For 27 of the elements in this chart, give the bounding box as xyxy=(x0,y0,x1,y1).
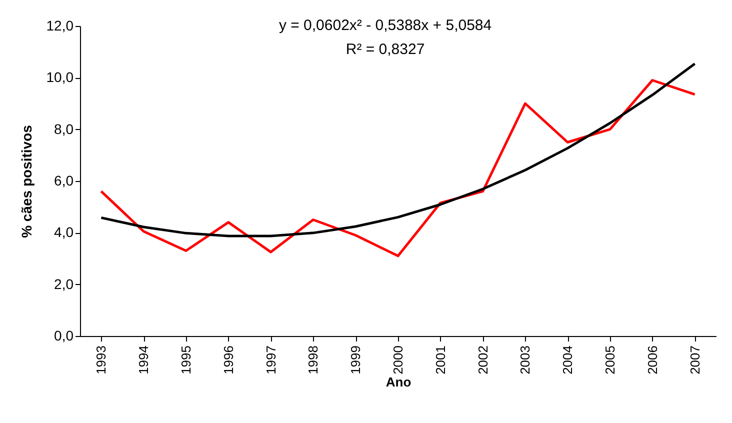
x-tick-label: 2007 xyxy=(687,346,702,374)
x-tick-label: 1995 xyxy=(178,346,194,374)
x-tick-label: 1993 xyxy=(94,346,109,374)
x-tick-label: 2005 xyxy=(602,346,618,374)
y-tick-label: 2,0 xyxy=(54,276,74,292)
y-tick-label: 8,0 xyxy=(54,120,74,137)
x-tick-label: 2006 xyxy=(644,346,660,374)
x-tick-label: 2004 xyxy=(560,346,576,374)
x-tick-label: 2003 xyxy=(518,346,533,374)
line-series xyxy=(100,62,696,238)
y-axis-title: % cães positivos xyxy=(18,124,34,238)
x-tick-label: 1997 xyxy=(263,346,278,374)
x-tick-label: 2002 xyxy=(475,346,490,374)
y-tick-label: 6,0 xyxy=(54,172,74,188)
x-axis-title: Ano xyxy=(386,374,412,390)
y-tick-label: 4,0 xyxy=(54,224,74,240)
x-tick-label: 1994 xyxy=(136,346,152,374)
annotation: y = 0,0602x² - 0,5388x + 5,0584 xyxy=(278,17,492,34)
x-tick-label: 1998 xyxy=(306,346,321,374)
annotation: R² = 0,8327 xyxy=(346,41,425,58)
y-tick-label: 0,0 xyxy=(54,328,74,344)
y-tick-label: 10,0 xyxy=(46,69,74,86)
y-tick-label: 12,0 xyxy=(46,18,74,34)
x-tick-label: 2000 xyxy=(390,346,406,374)
x-tick-label: 2001 xyxy=(432,346,448,374)
x-tick-label: 1999 xyxy=(348,346,364,374)
x-tick-label: 1996 xyxy=(220,346,236,374)
